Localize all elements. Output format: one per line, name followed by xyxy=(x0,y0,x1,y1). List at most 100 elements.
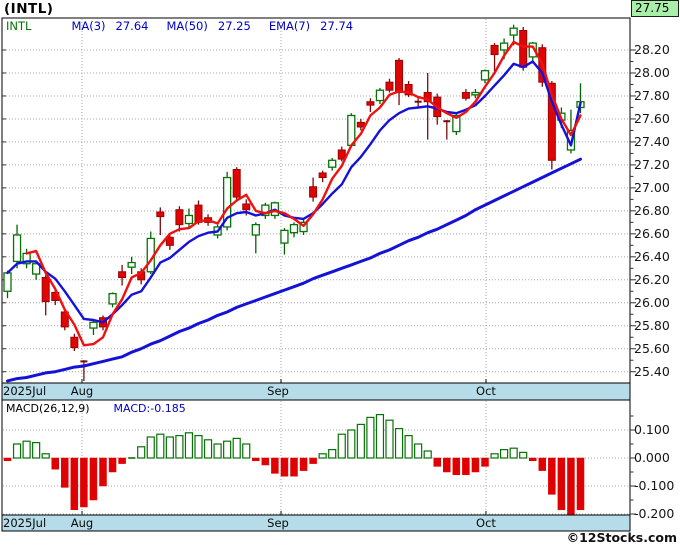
macd-bar-positive xyxy=(404,435,413,459)
macd-bar-negative xyxy=(481,457,489,467)
macd-bar-positive xyxy=(385,419,394,459)
price-axis-label: 26.40 xyxy=(634,248,670,264)
candle-up xyxy=(222,176,232,228)
macd-bar-positive xyxy=(375,414,385,459)
legend-ma3-value: 27.64 xyxy=(115,19,149,33)
macd-header: MACD(26,12,9) MACD:-0.185 xyxy=(6,402,186,415)
candle-down xyxy=(337,149,346,160)
macd-bar-positive xyxy=(490,453,499,459)
macd-bar-negative xyxy=(89,457,98,501)
price-axis-label: 26.00 xyxy=(634,294,670,310)
macd-bar-negative xyxy=(567,457,575,515)
macd-bar-positive xyxy=(156,433,165,459)
price-axis-label: 27.20 xyxy=(634,156,670,172)
macd-bar-positive xyxy=(366,416,375,459)
candle-down xyxy=(490,44,499,56)
month-label: 2025Jul xyxy=(3,516,47,530)
candle-up xyxy=(509,27,518,36)
candle-down xyxy=(318,172,327,179)
macd-bar-positive xyxy=(328,449,337,459)
price-axis-label: 25.60 xyxy=(634,340,670,356)
candle-down xyxy=(60,311,69,328)
macd-bar-negative xyxy=(118,457,126,464)
macd-bar-negative xyxy=(280,457,289,477)
candle-up xyxy=(528,42,537,58)
watermark-12stocks: ©12Stocks.com xyxy=(566,530,677,545)
price-axis-label: 25.40 xyxy=(634,363,670,379)
macd-bar-negative xyxy=(271,457,279,474)
candle-down xyxy=(70,336,79,349)
macd-bar-positive xyxy=(165,436,174,459)
price-axis-label: 27.80 xyxy=(634,87,670,103)
candle-down xyxy=(309,186,318,198)
macd-bar-negative xyxy=(309,457,317,464)
symbol-title: (INTL) xyxy=(4,1,54,17)
candle-down xyxy=(519,29,528,68)
macd-bar-positive xyxy=(22,440,31,459)
macd-bar-positive xyxy=(175,435,184,459)
macd-bar-negative xyxy=(61,457,69,488)
candle-up xyxy=(127,261,136,268)
macd-bar-positive xyxy=(232,437,241,459)
legend-ma50-value: 27.25 xyxy=(217,19,251,33)
macd-bar-negative xyxy=(433,457,441,467)
last-price-tag: 27.75 xyxy=(631,0,679,17)
macd-bar-negative xyxy=(99,457,107,487)
macd-bar-positive xyxy=(519,451,528,459)
macd-bar-positive xyxy=(423,450,432,459)
macd-bar-negative xyxy=(3,457,12,462)
macd-bar-positive xyxy=(242,443,251,459)
month-label: Aug xyxy=(70,384,94,398)
candle-up xyxy=(184,214,194,225)
candle-up xyxy=(108,292,117,305)
price-axis-label: 25.80 xyxy=(634,317,670,333)
candle-up xyxy=(328,159,337,168)
macd-bar-positive xyxy=(41,453,50,459)
candle-up xyxy=(32,263,41,275)
candle-up xyxy=(12,234,22,263)
candle-down xyxy=(118,271,127,279)
candle-up xyxy=(471,91,480,96)
candle-down xyxy=(385,81,394,91)
macd-bar-negative xyxy=(529,457,537,462)
macd-bar-negative xyxy=(538,457,547,471)
candle-down xyxy=(395,59,404,94)
month-label: Sep xyxy=(267,384,289,398)
candle-down xyxy=(165,236,174,246)
price-axis-label: 27.60 xyxy=(634,110,670,126)
price-axis-label: 27.00 xyxy=(634,179,670,195)
candle-up xyxy=(261,204,270,217)
month-label: Aug xyxy=(70,516,94,530)
candle-up xyxy=(480,70,490,81)
month-label: Oct xyxy=(476,516,496,530)
macd-bar-negative xyxy=(290,457,298,477)
macd-axis-label: -0.200 xyxy=(634,506,675,521)
candle-down xyxy=(156,211,165,218)
price-axis-label: 26.60 xyxy=(634,225,670,241)
macd-bar-negative xyxy=(51,457,59,470)
macd-bar-negative xyxy=(108,457,117,473)
macd-bar-negative xyxy=(548,457,556,495)
macd-bar-positive xyxy=(337,433,346,459)
macd-bar-positive xyxy=(509,447,518,459)
legend-ema7-label: EMA(7) xyxy=(268,19,311,33)
macd-bar-negative xyxy=(452,457,461,476)
price-axis-label: 26.20 xyxy=(634,271,670,287)
ma50-line xyxy=(6,157,582,383)
macd-bar-positive xyxy=(32,442,41,459)
macd-params-label: MACD(26,12,9) xyxy=(6,402,90,415)
macd-bar-negative xyxy=(261,457,270,466)
candle-up xyxy=(499,42,509,51)
legend-symbol: INTL xyxy=(6,19,32,33)
candle-down xyxy=(242,203,251,211)
ma3-line xyxy=(25,40,582,347)
price-axis-label: 28.00 xyxy=(634,64,670,80)
macd-bar-negative xyxy=(443,457,451,473)
candle-up xyxy=(89,321,98,329)
candle-up xyxy=(289,223,299,234)
macd-bar-negative xyxy=(299,457,308,471)
macd-bar-positive xyxy=(347,429,356,459)
month-label: Sep xyxy=(267,516,289,530)
macd-bar-positive xyxy=(394,428,404,459)
